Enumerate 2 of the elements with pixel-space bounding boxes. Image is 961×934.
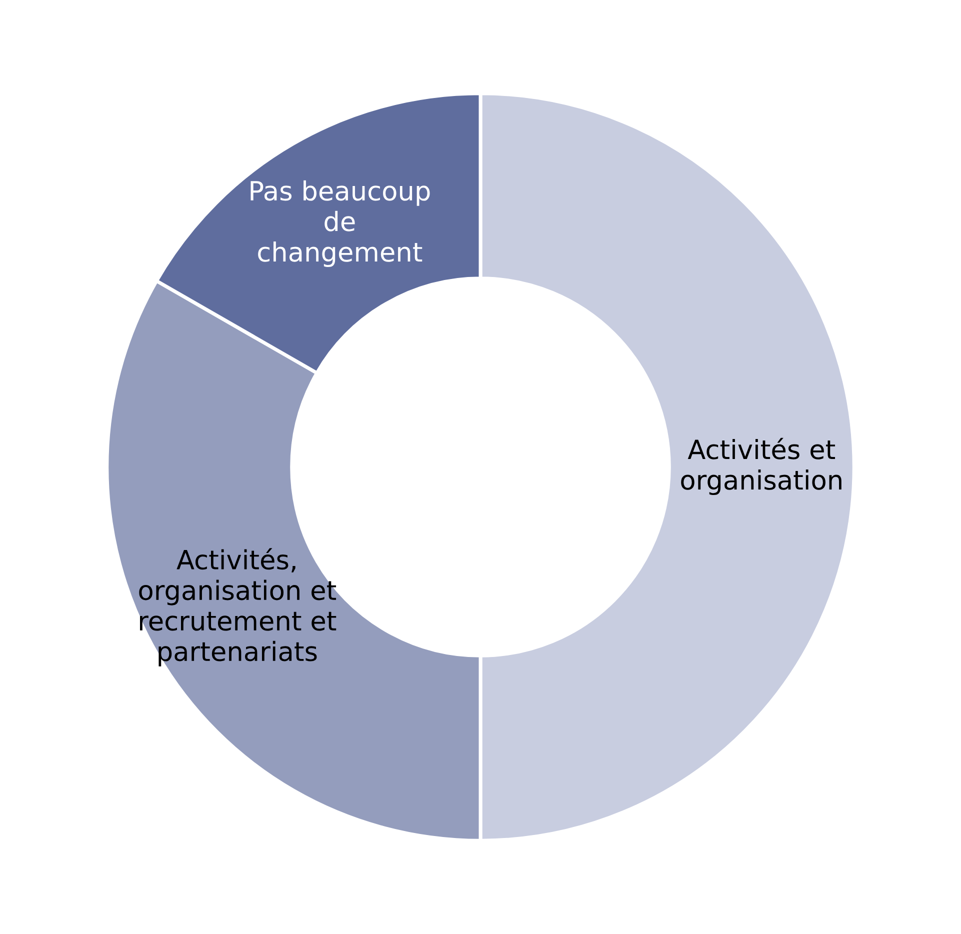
slice-label: Activités et organisation xyxy=(681,438,842,496)
slice-label: Pas beaucoup de changement xyxy=(250,180,430,267)
